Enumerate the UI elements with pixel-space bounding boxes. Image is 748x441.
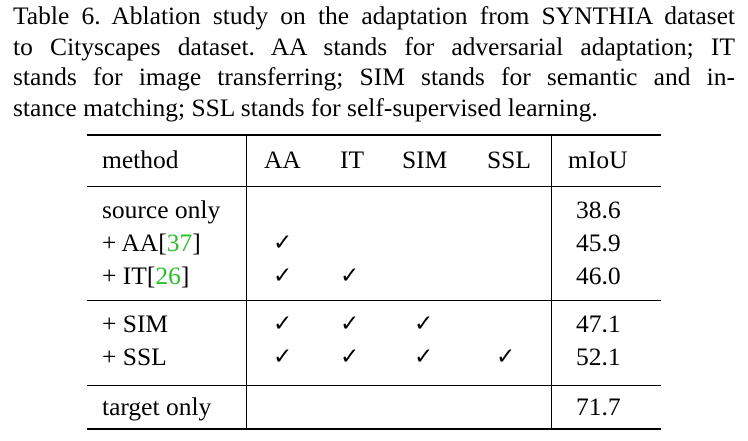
check-it-icon: ✓	[340, 344, 360, 370]
header-it: IT	[340, 145, 365, 174]
header-aa: AA	[264, 145, 301, 174]
check-aa-icon: ✓	[273, 311, 293, 337]
row-miou-value: 47.1	[576, 309, 621, 338]
row-method: + AA[37]	[102, 228, 201, 258]
row-miou-value: 52.1	[576, 342, 621, 371]
caption-line-4: stance matching; SSL stands for self-sup…	[13, 92, 598, 122]
caption-line-2: to Cityscapes dataset. AA stands for adv…	[13, 31, 735, 61]
header-method: method	[102, 145, 179, 174]
row-miou-value: 46.0	[576, 261, 621, 290]
miou-column-divider	[551, 136, 552, 428]
check-aa-icon: ✓	[273, 263, 293, 289]
table-bottom-rule	[87, 428, 661, 430]
check-it-icon: ✓	[340, 263, 360, 289]
citation-close-bracket: ]	[180, 261, 190, 290]
row-method-label: source only	[102, 195, 221, 224]
row-method: + SSL	[102, 342, 167, 372]
row-method: + SIM	[102, 309, 168, 339]
group-rule-1	[87, 300, 661, 301]
citation-open-bracket: [	[146, 261, 156, 290]
header-sim: SIM	[402, 145, 448, 174]
row-method-label: + IT	[102, 261, 147, 290]
table-top-rule	[87, 134, 661, 136]
check-aa-icon: ✓	[273, 344, 293, 370]
citation-close-bracket: ]	[192, 228, 201, 257]
check-aa-icon: ✓	[273, 230, 293, 256]
header-rule	[87, 186, 661, 187]
caption-line-1: Table 6. Ablation study on the adaptatio…	[13, 1, 735, 30]
citation-open-bracket: [	[158, 228, 167, 257]
row-miou-value: 45.9	[576, 228, 621, 257]
check-sim-icon: ✓	[414, 311, 434, 337]
row-method-label: + AA	[102, 228, 159, 257]
check-sim-icon: ✓	[414, 344, 434, 370]
check-it-icon: ✓	[340, 311, 360, 337]
header-miou: mIoU	[568, 145, 628, 174]
check-ssl-icon: ✓	[496, 344, 516, 370]
row-method-label: + SIM	[102, 309, 169, 338]
row-miou-value: 71.7	[576, 392, 621, 421]
citation-link[interactable]: 37	[166, 228, 193, 257]
group-rule-2	[87, 385, 661, 386]
row-method: source only	[102, 195, 220, 225]
row-method: target only	[102, 392, 211, 422]
row-miou-value: 38.6	[576, 195, 621, 224]
caption-line-3: stands for image transferring; SIM stand…	[13, 62, 735, 91]
row-method: + IT[26]	[102, 261, 189, 291]
row-method-label: target only	[102, 392, 212, 421]
citation-link[interactable]: 26	[155, 261, 181, 290]
method-column-divider	[246, 136, 247, 428]
header-ssl: SSL	[487, 145, 531, 174]
row-method-label: + SSL	[102, 342, 167, 371]
table-caption: Table 6. Ablation study on the adaptatio…	[13, 1, 735, 123]
